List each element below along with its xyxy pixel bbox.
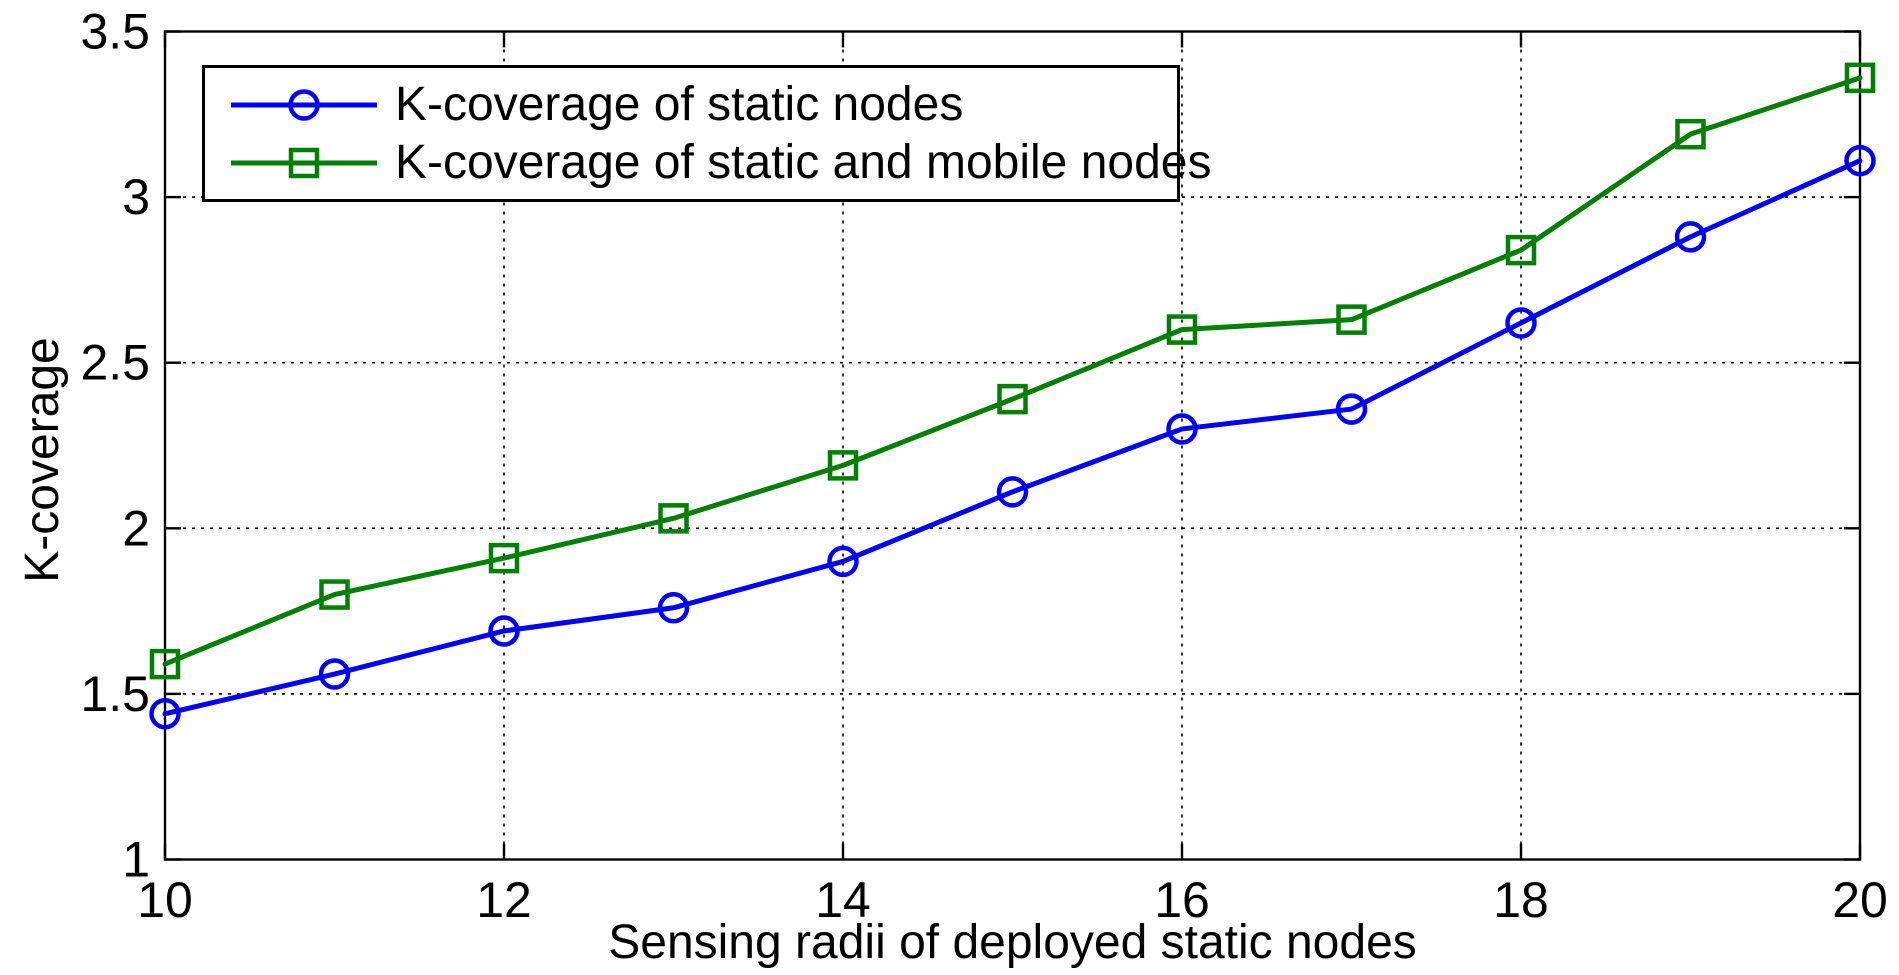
data-point-marker-square	[1336, 304, 1367, 335]
data-point-marker-square	[997, 383, 1028, 415]
data-point-marker-square	[658, 503, 689, 534]
x-tick-label: 16	[1154, 872, 1210, 928]
x-tick-label: 12	[476, 872, 532, 928]
data-point-marker-circle	[318, 658, 351, 690]
data-point-marker-circle	[1166, 413, 1198, 445]
legend-item-static-and-mobile-nodes: K-coverage of static and mobile nodes	[205, 138, 1211, 186]
data-point-marker-circle	[1844, 144, 1876, 177]
axis-frame	[163, 30, 1862, 861]
y-tick-label: 3.5	[80, 4, 150, 60]
data-point-marker-circle	[996, 476, 1029, 508]
legend: K-coverage of static nodes K-coverage of…	[202, 65, 1211, 202]
y-tick-label: 1.5	[80, 666, 150, 722]
legend-label-static-nodes: K-coverage of static nodes	[395, 77, 964, 131]
data-point-marker-square	[488, 542, 520, 574]
y-tick-label: 1	[122, 832, 150, 888]
x-tick-label: 18	[1493, 872, 1549, 928]
data-point-marker-circle	[1335, 393, 1368, 425]
y-axis-label: K-coverage	[16, 337, 69, 582]
x-axis-label: Sensing radii of deployed static nodes	[608, 916, 1417, 969]
y-tick-label: 2	[122, 500, 150, 556]
x-tick-label: 10	[137, 872, 193, 928]
legend-label-static-and-mobile-nodes: K-coverage of static and mobile nodes	[395, 135, 1212, 189]
legend-item-static-nodes: K-coverage of static nodes	[205, 77, 1177, 131]
series-line-1	[162, 75, 1863, 667]
data-point-marker-circle	[149, 698, 181, 730]
data-point-marker-square	[149, 648, 181, 680]
data-point-marker-circle	[488, 615, 520, 647]
data-point-marker-square	[827, 450, 859, 481]
x-tick-label: 20	[1832, 872, 1888, 928]
data-point-marker-circle	[1505, 307, 1537, 339]
legend-marker-square	[288, 147, 320, 178]
legend-swatch-static-and-mobile-nodes	[231, 147, 377, 178]
data-point-marker-square	[1166, 314, 1198, 345]
y-tick-label: 2.5	[80, 335, 150, 391]
x-tick-label: 14	[815, 872, 871, 928]
data-point-marker-square	[1505, 234, 1537, 266]
series-line-0	[162, 158, 1863, 717]
data-point-marker-square	[319, 579, 350, 610]
y-tick-label: 3	[122, 169, 150, 225]
data-point-marker-square	[1675, 118, 1706, 150]
legend-marker-circle	[288, 88, 320, 121]
data-point-marker-circle	[827, 545, 859, 578]
data-point-marker-square	[1844, 62, 1876, 94]
data-point-marker-circle	[1674, 221, 1707, 253]
legend-swatch-static-nodes	[231, 88, 377, 121]
data-point-marker-circle	[657, 592, 690, 624]
